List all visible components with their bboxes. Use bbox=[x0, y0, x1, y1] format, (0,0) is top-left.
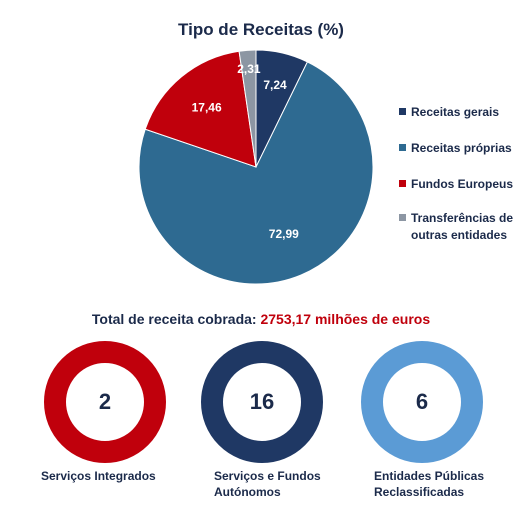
legend-label: Transferências de outras entidades bbox=[411, 211, 514, 242]
legend-item-fundos-europeus: Fundos Europeus bbox=[399, 176, 519, 193]
kpi-ring bbox=[201, 341, 323, 463]
total-value: 2753,17 milhões de euros bbox=[260, 311, 431, 327]
legend-item-transferencias: Transferências de outras entidades bbox=[399, 210, 519, 244]
kpi-servicos-fundos-autonomos: 16 Serviços e Fundos Autónomos bbox=[200, 340, 324, 499]
pie-slice bbox=[238, 49, 257, 168]
legend-swatch bbox=[399, 144, 406, 151]
legend-label: Receitas próprias bbox=[411, 141, 512, 155]
kpi-value: 6 bbox=[415, 389, 429, 414]
kpi-ring bbox=[361, 341, 483, 463]
kpi-label: Serviços Integrados bbox=[41, 469, 156, 483]
kpi-ring bbox=[44, 341, 166, 463]
pie-data-label: 7,24 bbox=[263, 78, 287, 92]
legend-swatch bbox=[399, 214, 406, 221]
legend-swatch bbox=[399, 180, 406, 187]
kpi-entidades-publicas: 6 Entidades Públicas Reclassificadas bbox=[360, 340, 484, 499]
pie-slice bbox=[144, 50, 257, 168]
pie-slice bbox=[138, 61, 374, 285]
pie-data-label: 2,31 bbox=[237, 62, 261, 76]
kpi-value: 16 bbox=[249, 389, 275, 414]
kpi-value: 2 bbox=[98, 389, 112, 414]
kpi-label: Entidades Públicas Reclassificadas bbox=[374, 469, 485, 499]
legend-label: Receitas gerais bbox=[411, 105, 500, 119]
total-revenue: Total de receita cobrada: 2753,17 milhõe… bbox=[0, 311, 522, 327]
legend-swatch bbox=[399, 108, 406, 115]
kpi-ring-circle bbox=[361, 341, 483, 463]
chart-title: Tipo de Receitas (%) bbox=[178, 20, 344, 39]
legend-label: Fundos Europeus bbox=[411, 177, 513, 191]
pie-data-label: 17,46 bbox=[192, 101, 222, 115]
pie-chart: 7,24 72,99 17,46 2,31 bbox=[138, 49, 374, 285]
legend-item-receitas-proprias: Receitas próprias bbox=[399, 140, 519, 157]
pie-data-label: 72,99 bbox=[269, 227, 299, 241]
kpi-label: Serviços e Fundos Autónomos bbox=[214, 469, 321, 499]
kpi-ring-circle bbox=[44, 341, 166, 463]
kpi-ring-circle bbox=[201, 341, 323, 463]
legend-item-receitas-gerais: Receitas gerais bbox=[399, 104, 519, 121]
total-label: Total de receita cobrada: bbox=[91, 311, 257, 327]
kpi-servicos-integrados: 2 Serviços Integrados bbox=[41, 340, 167, 483]
